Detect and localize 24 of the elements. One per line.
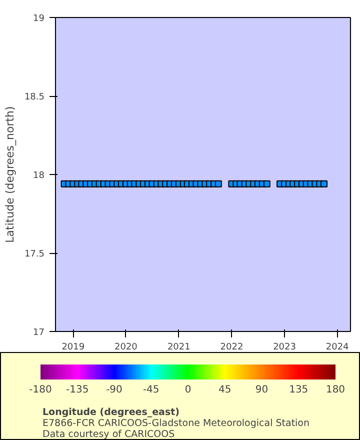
y-tick-label: 19 — [33, 14, 45, 24]
x-tick-label: 2024 — [326, 342, 350, 352]
color-bar-label: 0 — [184, 384, 192, 396]
y-tick-label: 18 — [33, 171, 45, 181]
x-tick-label: 2021 — [167, 342, 190, 352]
x-tick-label: 2020 — [114, 342, 138, 352]
x-tick-label: 2023 — [273, 342, 296, 352]
y-tick-label: 17 — [33, 328, 44, 338]
y-tick-label: 18.5 — [24, 92, 45, 102]
y-axis-title: Latitude (degrees_north) — [3, 106, 16, 243]
x-tick-label: 2019 — [62, 342, 85, 352]
color-bar-label: -90 — [106, 384, 122, 396]
color-bar-label: -135 — [66, 384, 89, 396]
color-bar-label: 180 — [326, 384, 346, 396]
text: Data courtesy of CARICOOS — [42, 429, 175, 440]
color-bar-label: 45 — [218, 384, 232, 396]
text: E7866-FCR CARICOOS-Gladstone Meteorological Station — [42, 418, 310, 429]
color-bar-label: 90 — [255, 384, 268, 396]
color-bar-label: 135 — [289, 384, 308, 396]
x-tick-label: 2022 — [220, 342, 244, 352]
y-tick-label: 17.5 — [24, 250, 45, 260]
color-bar-title: Longitude (degrees_east) — [42, 407, 180, 418]
color-bar-label: -45 — [142, 384, 160, 396]
color-bar-label: -180 — [29, 384, 52, 396]
